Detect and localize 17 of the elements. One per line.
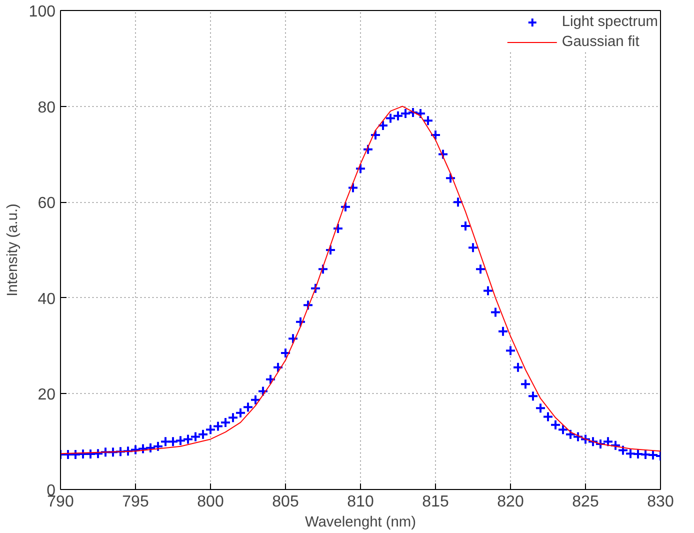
x-tick-label: 800: [197, 494, 224, 510]
y-tick-label: 60: [38, 195, 56, 212]
x-tick-label: 810: [347, 494, 374, 510]
legend-label: Light spectrum: [562, 14, 658, 30]
y-tick-label: 40: [38, 290, 56, 308]
x-tick-label: 805: [272, 494, 299, 510]
y-tick-label: 80: [38, 99, 56, 116]
y-tick-label: 20: [38, 386, 56, 404]
x-tick-label: 825: [572, 494, 599, 510]
x-tick-label: 795: [122, 494, 149, 510]
x-tick-label: 830: [647, 494, 674, 510]
x-tick-label: 820: [497, 494, 524, 510]
y-tick-label: 100: [28, 4, 56, 20]
y-axis-title: Intensity (a.u.): [4, 204, 21, 296]
x-axis-title: Wavelenght (nm): [304, 514, 416, 530]
x-tick-label: 815: [422, 494, 449, 510]
legend-label: Gaussian fit: [562, 34, 640, 50]
